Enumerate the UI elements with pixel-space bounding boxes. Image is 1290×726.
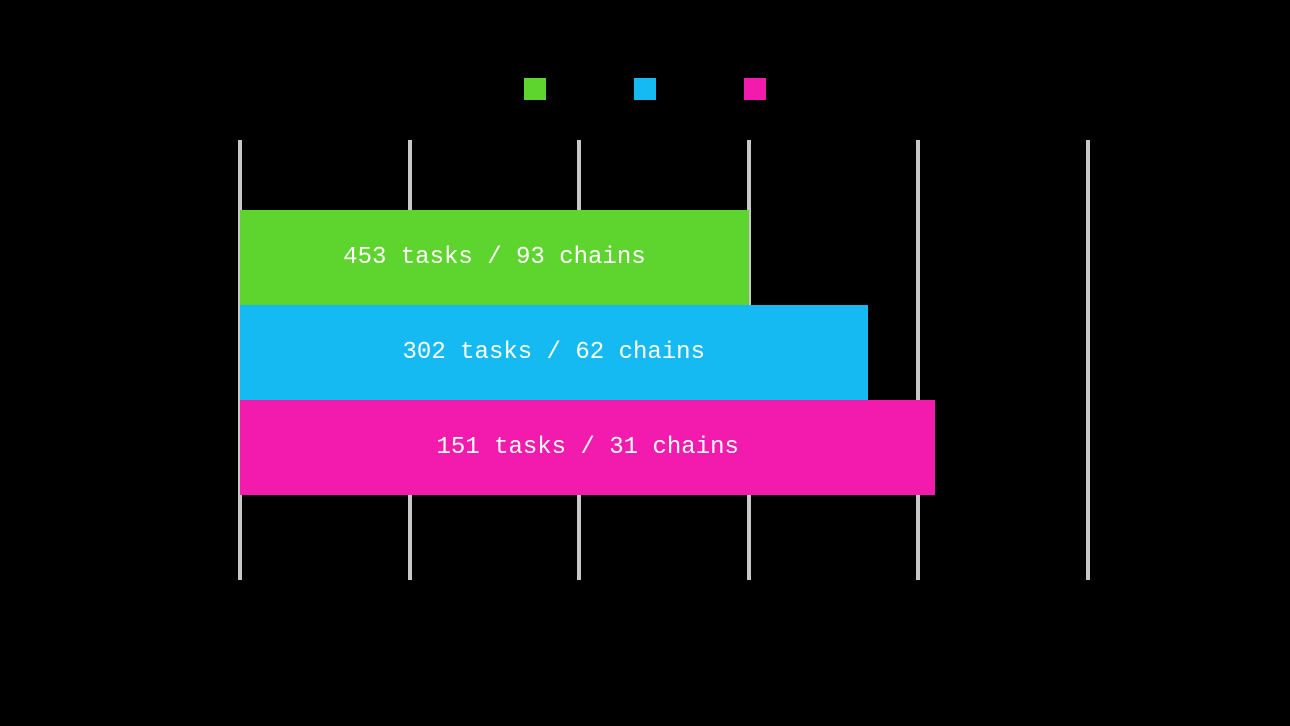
bar-label-0: 453 tasks / 93 chains: [343, 244, 645, 271]
legend: [0, 78, 1290, 100]
gridline-5: [1086, 140, 1090, 580]
legend-swatch-2: [744, 78, 766, 100]
bar-0: 453 tasks / 93 chains: [240, 210, 749, 305]
bar-label-1: 302 tasks / 62 chains: [403, 339, 705, 366]
legend-swatch-1: [634, 78, 656, 100]
bar-label-2: 151 tasks / 31 chains: [436, 434, 738, 461]
bar-2: 151 tasks / 31 chains: [240, 400, 935, 495]
legend-swatch-0: [524, 78, 546, 100]
bar-1: 302 tasks / 62 chains: [240, 305, 868, 400]
gridline-4: [916, 140, 920, 580]
chart-plot-area: 453 tasks / 93 chains 302 tasks / 62 cha…: [240, 140, 1088, 580]
